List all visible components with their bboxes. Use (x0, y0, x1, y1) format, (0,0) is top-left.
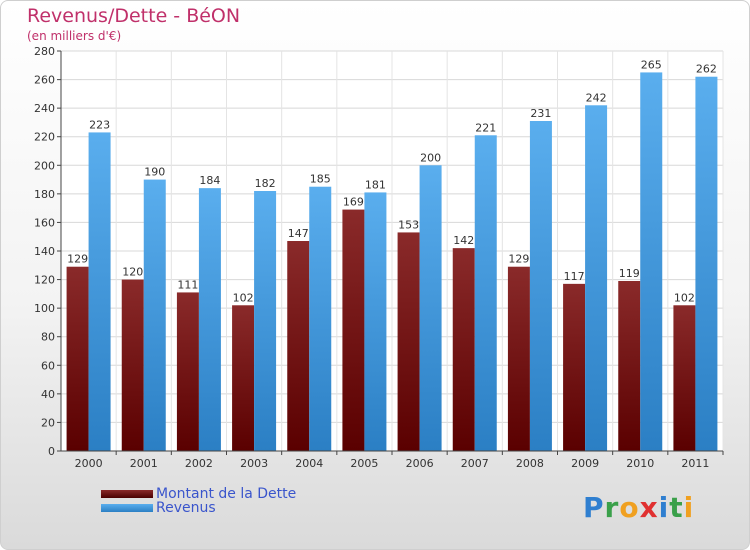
logo-letter: i (683, 491, 695, 524)
logo-letter: P (583, 491, 605, 524)
bar-revenus (143, 179, 166, 452)
bar-revenus (529, 121, 552, 451)
bar-dette (176, 292, 199, 451)
y-tick-label: 240 (34, 102, 55, 115)
bar-revenus (198, 188, 221, 451)
data-label: 185 (310, 173, 331, 186)
bar-dette (673, 305, 696, 451)
y-tick-label: 180 (34, 188, 55, 201)
chart-subtitle: (en milliers d'€) (27, 29, 122, 43)
x-tick-label: 2011 (681, 457, 709, 470)
x-tick-label: 2010 (626, 457, 654, 470)
bar-revenus (88, 132, 111, 451)
bar-revenus (309, 186, 332, 451)
legend-label-dette: Montant de la Dette (156, 486, 297, 502)
bar-dette (563, 283, 586, 451)
data-label: 117 (564, 270, 585, 283)
data-label: 129 (508, 253, 529, 266)
bar-dette (287, 241, 310, 451)
legend-swatch-dette (101, 490, 153, 498)
x-tick-label: 2000 (75, 457, 103, 470)
x-tick-label: 2001 (130, 457, 158, 470)
bar-dette (342, 209, 365, 451)
y-tick-label: 60 (41, 359, 55, 372)
logo-letter: r (604, 491, 620, 524)
x-tick-label: 2008 (516, 457, 544, 470)
y-tick-label: 0 (48, 445, 55, 458)
y-tick-label: 260 (34, 74, 55, 87)
bar-dette (507, 266, 530, 451)
x-tick-label: 2003 (240, 457, 268, 470)
bar-revenus (474, 135, 497, 452)
data-label: 153 (398, 218, 419, 231)
y-tick-label: 280 (34, 45, 55, 58)
data-label: 147 (288, 227, 309, 240)
y-tick-label: 220 (34, 131, 55, 144)
proxiti-logo: Proxiti (583, 491, 694, 524)
y-tick-label: 20 (41, 416, 55, 429)
data-label: 200 (420, 151, 441, 164)
x-tick-label: 2007 (461, 457, 489, 470)
chart-title: Revenus/Dette - BéON (27, 5, 241, 27)
data-label: 184 (199, 174, 220, 187)
bar-dette (66, 266, 89, 451)
data-label: 221 (475, 121, 496, 134)
data-label: 242 (586, 91, 607, 104)
data-label: 111 (177, 278, 198, 291)
data-label: 265 (641, 58, 662, 71)
bar-dette (618, 281, 641, 451)
y-tick-label: 120 (34, 274, 55, 287)
data-label: 181 (365, 178, 386, 191)
logo-letter: t (669, 491, 684, 524)
bar-revenus (254, 191, 277, 451)
y-tick-label: 40 (41, 388, 55, 401)
x-tick-label: 2002 (185, 457, 213, 470)
x-tick-label: 2006 (406, 457, 434, 470)
data-label: 223 (89, 118, 110, 131)
y-tick-label: 160 (34, 216, 55, 229)
data-label: 190 (144, 166, 165, 179)
data-label: 231 (530, 107, 551, 120)
bar-revenus (585, 105, 608, 452)
bar-dette (397, 232, 420, 451)
y-tick-label: 100 (34, 302, 55, 315)
y-tick-label: 80 (41, 331, 55, 344)
bar-dette (121, 279, 144, 451)
x-tick-label: 2009 (571, 457, 599, 470)
logo-letter: o (619, 491, 640, 524)
data-label: 102 (233, 291, 254, 304)
logo-letter: x (639, 491, 659, 524)
data-label: 142 (453, 234, 474, 247)
y-tick-label: 140 (34, 245, 55, 258)
bar-revenus (419, 165, 442, 452)
bar-revenus (640, 72, 663, 451)
data-label: 102 (674, 291, 695, 304)
data-label: 119 (619, 267, 640, 280)
x-tick-label: 2005 (350, 457, 378, 470)
data-label: 262 (696, 63, 717, 76)
bar-dette (232, 305, 255, 451)
data-label: 182 (255, 177, 276, 190)
data-label: 129 (67, 253, 88, 266)
bar-dette (452, 248, 475, 451)
logo-letter: i (658, 491, 670, 524)
bar-revenus (695, 76, 718, 451)
y-tick-label: 200 (34, 159, 55, 172)
data-label: 120 (122, 266, 143, 279)
legend-label-revenus: Revenus (156, 500, 216, 516)
bar-revenus (364, 192, 387, 451)
data-label: 169 (343, 196, 364, 209)
legend-swatch-revenus (101, 504, 153, 512)
x-tick-label: 2004 (295, 457, 323, 470)
